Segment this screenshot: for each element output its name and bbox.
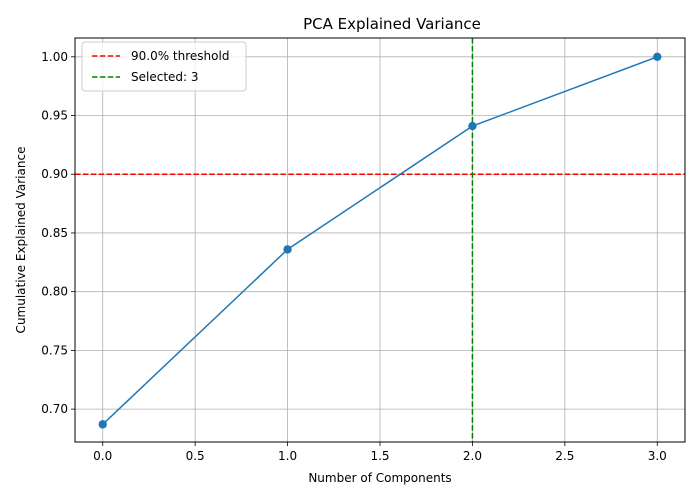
y-axis-title: Cumulative Explained Variance (14, 147, 28, 334)
reference-lines (75, 38, 685, 442)
ticks: 0.0 0.5 1.0 1.5 2.0 2.5 3.0 0.70 0.75 0.80 0.85 0.9… (41, 50, 667, 463)
legend-box (81, 41, 247, 92)
y-tick-label: 0.95 (41, 109, 68, 123)
x-tick-label: 0.0 (93, 449, 112, 463)
legend-selected-label: Selected: 3 (131, 70, 199, 84)
x-tick-label: 1.0 (278, 449, 297, 463)
legend: 90.0% threshold Selected: 3 (81, 41, 247, 92)
chart-title: PCA Explained Variance (303, 15, 481, 33)
x-tick-label: 0.5 (186, 449, 205, 463)
grid (75, 38, 685, 442)
series-layer (98, 52, 662, 429)
data-point (283, 245, 292, 254)
explained-variance-line (102, 56, 658, 425)
y-tick-label: 0.85 (41, 226, 68, 240)
y-tick-label: 0.70 (41, 402, 68, 416)
y-tick-label: 0.75 (41, 343, 68, 357)
y-tick-label: 1.00 (41, 50, 68, 64)
data-point (98, 420, 107, 429)
x-tick-label: 3.0 (648, 449, 667, 463)
y-tick-label: 0.90 (41, 167, 68, 181)
x-axis-title: Number of Components (308, 471, 451, 485)
data-point (468, 121, 477, 131)
data-point (653, 52, 662, 61)
x-tick-label: 1.5 (370, 449, 389, 463)
x-tick-label: 2.0 (463, 449, 482, 463)
y-tick-label: 0.80 (41, 285, 68, 299)
x-tick-label: 2.5 (555, 449, 574, 463)
legend-threshold-label: 90.0% threshold (131, 49, 229, 63)
